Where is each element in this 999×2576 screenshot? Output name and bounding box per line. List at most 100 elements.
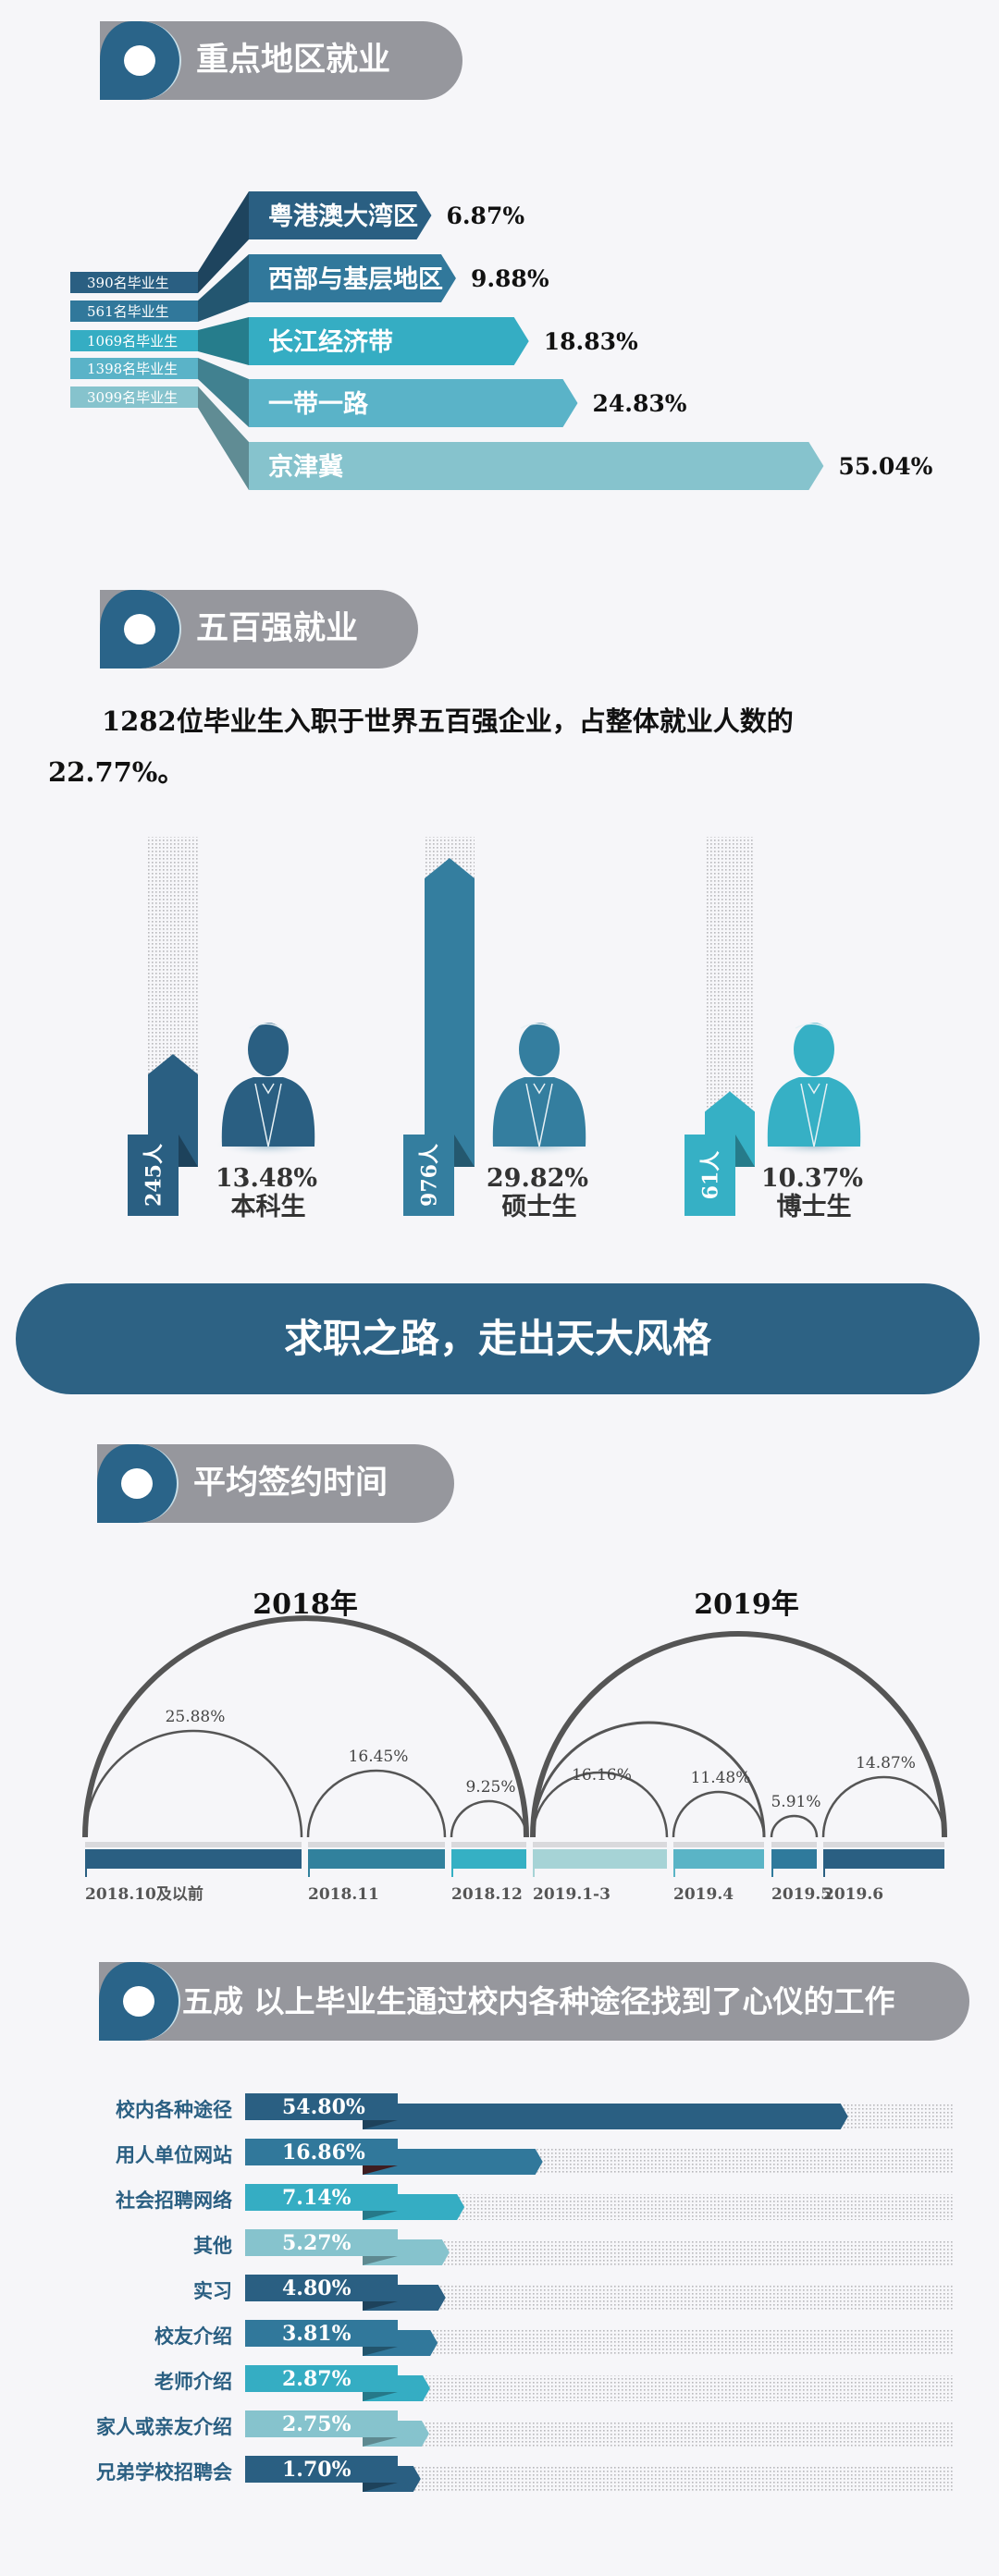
top500-description-line1: 1282位毕业生入职于世界五百强企业，占整体就业人数的 xyxy=(102,705,794,737)
connector-band xyxy=(198,317,249,365)
bar-fold xyxy=(363,2211,398,2220)
dotted-track xyxy=(363,2239,953,2265)
graduate-count-box xyxy=(70,330,198,351)
connector-band xyxy=(198,254,249,322)
region-percent: 6.87% xyxy=(446,202,524,229)
channel-value-box xyxy=(245,2320,398,2347)
person-icon xyxy=(758,1023,870,1157)
graduate-count-label: 3099名毕业生 xyxy=(87,389,178,406)
region-label: 一带一路 xyxy=(268,389,369,419)
person-icon xyxy=(484,1023,595,1157)
dotted-track xyxy=(363,2375,953,2401)
channel-value-box xyxy=(245,2139,398,2165)
period-bar xyxy=(673,1849,764,1869)
flag-fold xyxy=(454,1135,475,1167)
person-body xyxy=(492,1077,586,1147)
channel-value-box xyxy=(245,2410,398,2437)
bar-fold xyxy=(363,2301,398,2311)
count-flag xyxy=(403,1135,454,1216)
channel-label: 兄弟学校招聘会 xyxy=(95,2461,232,2484)
header-hole xyxy=(121,1468,153,1499)
period-percent: 14.87% xyxy=(856,1754,916,1773)
header-disc-icon xyxy=(100,21,181,100)
section-header-signing: 平均签约时间 xyxy=(97,1444,454,1523)
channel-percent: 2.87% xyxy=(282,2367,352,2391)
channel-percent: 3.81% xyxy=(282,2322,352,2346)
period-percent: 11.48% xyxy=(691,1769,751,1787)
group-arc xyxy=(531,1721,766,1838)
period-track xyxy=(85,1842,302,1847)
region-bar xyxy=(249,379,578,427)
period-arc xyxy=(450,1799,528,1838)
channel-percent: 2.75% xyxy=(282,2412,352,2436)
bar-fold xyxy=(363,2256,398,2265)
connector-band xyxy=(198,191,249,293)
graduate-count-label: 1069名毕业生 xyxy=(87,333,178,350)
period-label: 2019.4 xyxy=(673,1885,734,1904)
channel-value-box xyxy=(245,2365,398,2392)
channel-label: 校友介绍 xyxy=(154,2325,232,2348)
person-tie-lines xyxy=(795,1023,833,1147)
section-title: 五百强就业 xyxy=(196,610,359,647)
header-hole xyxy=(124,614,155,644)
count-flag xyxy=(128,1135,179,1216)
person-icon xyxy=(213,1023,324,1157)
channel-percent: 4.80% xyxy=(282,2276,352,2300)
top500-description-line2: 22.77%。 xyxy=(48,756,185,788)
period-arc xyxy=(531,1771,669,1838)
signing-time-chart: 2018年 25.88% 2018.10及以前 16.45% 2018.11 9.25% 2… xyxy=(82,1589,947,1904)
graduate-count-label: 561名毕业生 xyxy=(87,303,169,320)
channel-percent: 1.70% xyxy=(282,2458,352,2482)
period-track xyxy=(823,1842,944,1847)
channel-percent: 7.14% xyxy=(282,2186,352,2210)
person-tie-lines xyxy=(249,1023,288,1147)
region-label: 西部与基层地区 xyxy=(268,264,443,294)
regional-chart: 粤港澳大湾区 6.87% 390名毕业生 西部与基层地区 9.88% 561名毕业生长江经… xyxy=(70,191,933,490)
graduate-count-box xyxy=(70,358,198,379)
region-label: 长江经济带 xyxy=(268,327,393,357)
channel-label: 其他 xyxy=(193,2235,232,2257)
period-label: 2018.11 xyxy=(308,1885,379,1904)
channel-label: 老师介绍 xyxy=(154,2371,232,2393)
dotted-track xyxy=(363,2330,953,2356)
period-arc xyxy=(83,1729,303,1838)
channel-value-box xyxy=(245,2093,398,2120)
channel-label: 社会招聘网络 xyxy=(115,2190,232,2212)
period-track xyxy=(673,1842,764,1847)
period-label: 2019.6 xyxy=(823,1885,883,1904)
period-bar xyxy=(533,1849,667,1869)
channel-value-box xyxy=(245,2184,398,2211)
degree-label: 硕士生 xyxy=(502,1193,577,1221)
region-bar xyxy=(249,317,529,365)
bar-fold xyxy=(363,2437,398,2447)
year-arc xyxy=(530,1631,947,1838)
channel-label: 用人单位网站 xyxy=(116,2144,232,2166)
channel-label: 实习 xyxy=(193,2280,232,2302)
channel-percent: 54.80% xyxy=(282,2095,365,2119)
connector-band xyxy=(198,386,249,490)
period-tick xyxy=(85,1849,87,1877)
header-hole xyxy=(124,45,155,76)
period-arc xyxy=(770,1814,819,1838)
graduate-count-label: 390名毕业生 xyxy=(87,275,169,291)
header-hole xyxy=(123,1986,154,2017)
top500-chart: 245人 13.48%本科生 976人 29.82%硕士生 61人 10.37%博士生 xyxy=(128,837,870,1221)
section-header-channels: 五成 以上毕业生通过校内各种途径找到了心仪的工作 xyxy=(99,1962,969,2041)
channel-label: 家人或亲友介绍 xyxy=(96,2416,232,2438)
period-tick xyxy=(308,1849,310,1877)
period-percent: 16.16% xyxy=(572,1766,632,1785)
dotted-track xyxy=(363,2466,953,2492)
period-bar xyxy=(85,1849,302,1869)
flag-fold xyxy=(735,1135,755,1167)
period-track xyxy=(308,1842,445,1847)
banner-title: 求职之路，走出天大风格 xyxy=(16,1283,980,1394)
period-label: 2018.10及以前 xyxy=(85,1884,204,1904)
region-label: 京津冀 xyxy=(268,452,343,482)
period-percent: 9.25% xyxy=(465,1778,515,1797)
period-bar xyxy=(823,1849,944,1869)
section-title: 重点地区就业 xyxy=(196,42,391,79)
graduate-count-box xyxy=(70,272,198,293)
header-disc-icon xyxy=(99,1962,180,2041)
period-tick xyxy=(823,1849,825,1877)
region-percent: 24.83% xyxy=(593,390,687,417)
